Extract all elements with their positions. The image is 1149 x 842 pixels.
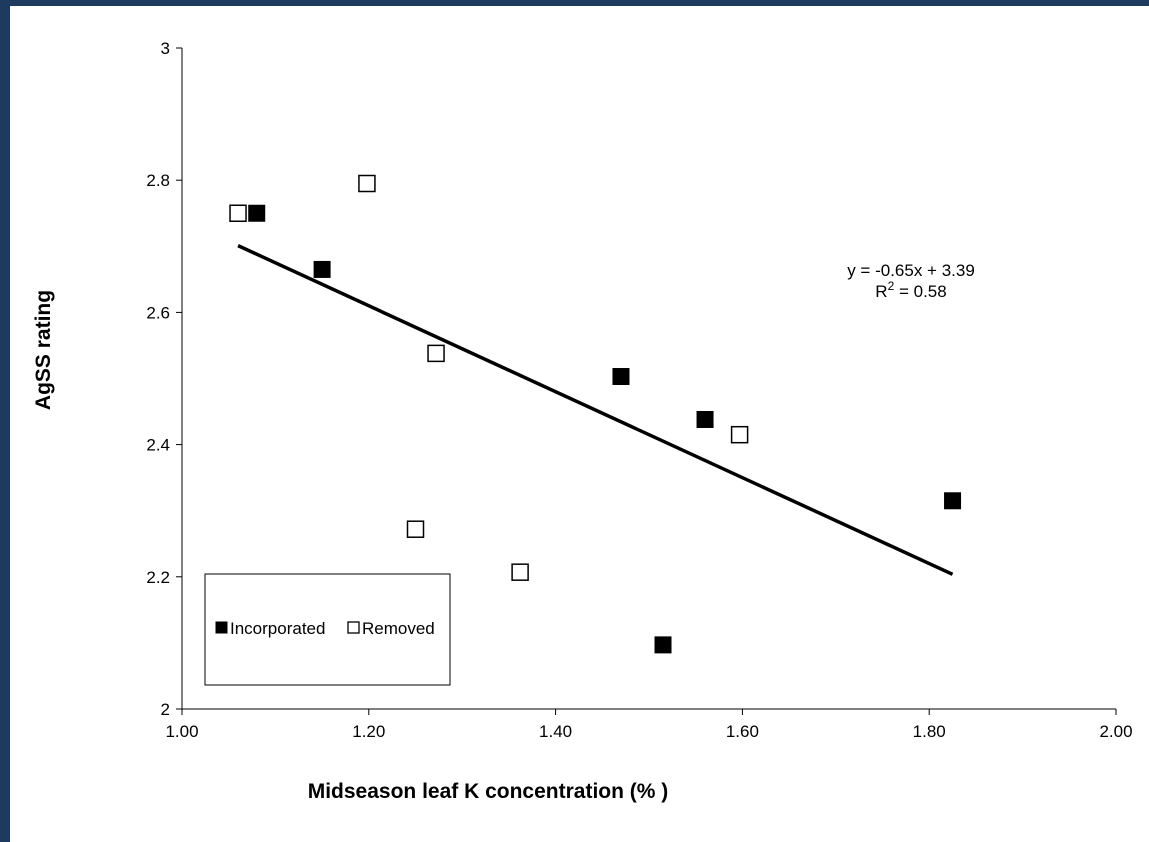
equation-label: y = -0.65x + 3.39 [847,261,975,280]
y-tick-label: 2.2 [146,568,170,587]
y-tick-label: 2.8 [146,171,170,190]
data-point-incorporated [248,204,266,222]
data-point-incorporated [612,368,630,386]
data-point-removed [427,344,445,363]
r2-prefix: R [875,282,887,301]
data-point-incorporated [313,260,331,278]
y-tick-label: 3 [161,39,170,58]
data-point-incorporated [944,492,962,510]
r2-value: = 0.58 [894,282,946,301]
data-point-removed [229,204,247,222]
y-tick-label: 2 [161,700,170,719]
tick-labels: 1.00 1.20 1.40 1.60 1.80 2.00 2 2.2 2.4 2.6 2.8 3 [146,39,1132,741]
axes [176,47,1117,715]
x-tick-label: 1.60 [726,722,759,741]
data-point-incorporated [654,636,672,654]
trendline-equation: y = -0.65x + 3.39 R2 = 0.58 [847,261,975,301]
data-point-removed [358,174,376,193]
legend-marker-removed [347,621,360,634]
scatter-chart: 1.00 1.20 1.40 1.60 1.80 2.00 2 2.2 2.4 2.6 2.8 3 M… [32,39,1133,803]
legend: Incorporated Removed [204,573,451,686]
x-tick-label: 1.40 [539,722,572,741]
legend-label-incorporated: Incorporated [230,619,325,638]
trendline [237,244,954,576]
x-tick-label: 1.00 [165,722,198,741]
legend-box [204,573,451,686]
r2-superscript: 2 [888,279,895,293]
data-point-removed [406,520,425,538]
data-points [229,174,962,654]
trendline-group [237,244,954,576]
r-squared-label: R2 = 0.58 [875,279,946,301]
y-tick-label: 2.6 [146,303,170,322]
data-point-removed [511,563,529,581]
x-tick-label: 2.00 [1099,722,1132,741]
y-tick-label: 2.4 [146,436,170,455]
data-point-removed [730,425,749,444]
x-tick-label: 1.80 [913,722,946,741]
chart-frame: 1.00 1.20 1.40 1.60 1.80 2.00 2 2.2 2.4 2.6 2.8 3 M… [10,6,1149,842]
legend-label-removed: Removed [362,619,435,638]
x-tick-label: 1.20 [352,722,385,741]
legend-marker-incorporated [215,621,228,634]
data-point-incorporated [696,410,714,428]
y-axis-title: AgSS rating [32,290,55,410]
x-axis-title: Midseason leaf K concentration (% ) [308,780,669,803]
